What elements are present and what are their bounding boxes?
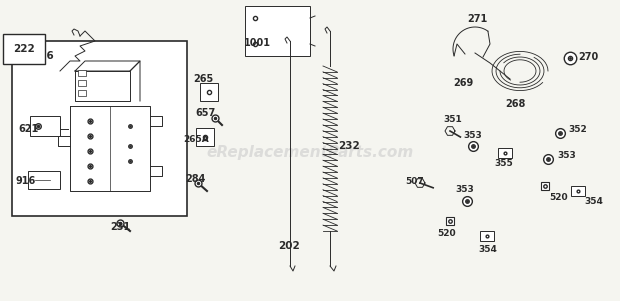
Text: 520: 520 bbox=[549, 194, 568, 203]
Text: 270: 270 bbox=[578, 52, 598, 62]
Text: 354: 354 bbox=[478, 244, 497, 253]
Text: eReplacementParts.com: eReplacementParts.com bbox=[206, 145, 414, 160]
Bar bbox=[30, 116, 60, 136]
Text: 202: 202 bbox=[278, 241, 299, 251]
Text: 222: 222 bbox=[13, 44, 35, 54]
Bar bbox=[12, 41, 187, 216]
Text: 520: 520 bbox=[437, 228, 456, 237]
Text: 1001: 1001 bbox=[244, 38, 270, 48]
Text: 621: 621 bbox=[18, 124, 38, 134]
Text: 232: 232 bbox=[338, 141, 360, 151]
Text: 271: 271 bbox=[467, 14, 487, 24]
Text: 351: 351 bbox=[443, 114, 462, 123]
Text: 231: 231 bbox=[110, 222, 130, 232]
Bar bbox=[498, 148, 512, 158]
Text: 353: 353 bbox=[455, 185, 474, 194]
Text: 657: 657 bbox=[195, 108, 215, 118]
Bar bbox=[196, 128, 214, 146]
Bar bbox=[571, 186, 585, 196]
Text: 354: 354 bbox=[584, 197, 603, 206]
Text: 284: 284 bbox=[185, 174, 205, 184]
Text: 352: 352 bbox=[568, 125, 587, 134]
Text: 355: 355 bbox=[494, 160, 513, 169]
Bar bbox=[200, 83, 218, 101]
Bar bbox=[78, 80, 86, 86]
Text: 353: 353 bbox=[463, 131, 482, 139]
Bar bbox=[245, 6, 310, 56]
Bar bbox=[480, 231, 494, 241]
Bar bbox=[78, 70, 86, 76]
Text: 269: 269 bbox=[453, 78, 473, 88]
Bar bbox=[78, 90, 86, 96]
Text: 916: 916 bbox=[15, 176, 35, 186]
Text: 268: 268 bbox=[505, 99, 525, 109]
Text: 507: 507 bbox=[405, 176, 423, 185]
Text: 353: 353 bbox=[557, 151, 576, 160]
Text: 265: 265 bbox=[193, 74, 213, 84]
Bar bbox=[28, 171, 60, 189]
Text: 216: 216 bbox=[32, 51, 54, 61]
Text: 265A: 265A bbox=[183, 135, 209, 144]
